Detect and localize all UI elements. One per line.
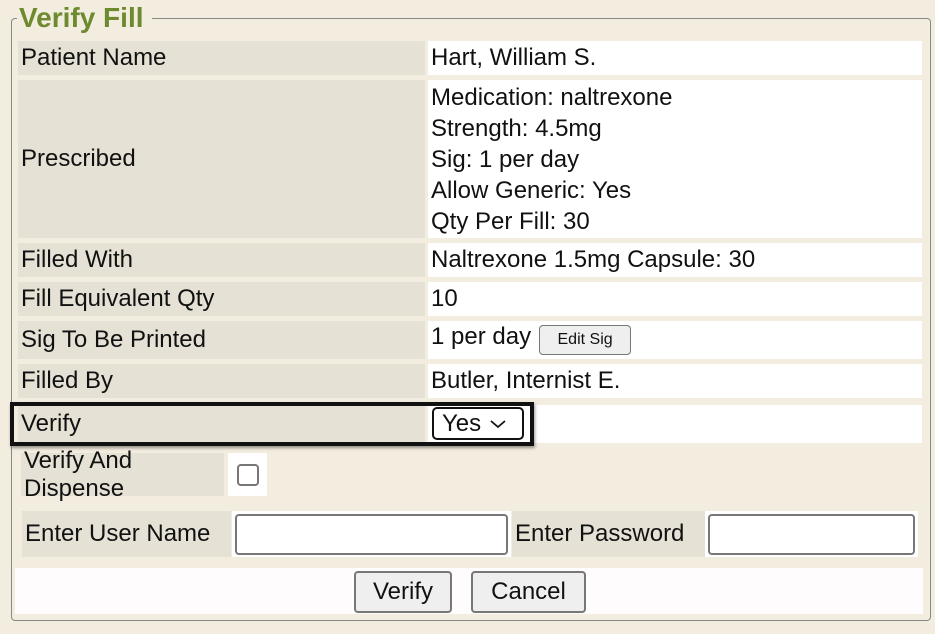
sig-to-be-printed-label: Sig To Be Printed (18, 321, 425, 359)
verify-and-dispense-label: Verify And Dispense (21, 447, 224, 502)
prescribed-strength: Strength: 4.5mg (431, 114, 602, 142)
fieldset-title: Verify Fill (17, 1, 152, 35)
edit-sig-button[interactable]: Edit Sig (539, 325, 632, 355)
focus-highlight (10, 402, 534, 446)
checkbox-cell (228, 453, 267, 496)
prescribed-label: Prescribed (18, 80, 425, 238)
verify-select-value: Yes (442, 409, 482, 437)
prescribed-sig: Sig: 1 per day (431, 145, 580, 173)
patient-name-label: Patient Name (18, 41, 425, 75)
prescribed-allow-generic: Allow Generic: Yes (431, 176, 632, 204)
username-label: Enter User Name (22, 511, 231, 557)
sig-to-be-printed-cell: 1 per day Edit Sig (428, 321, 922, 359)
sig-to-be-printed-value: 1 per day (431, 323, 532, 350)
verify-and-dispense-checkbox[interactable] (236, 463, 259, 486)
verify-select[interactable]: Yes (432, 407, 524, 440)
filled-by-value: Butler, Internist E. (428, 364, 922, 398)
fill-equivalent-qty-value: 10 (428, 282, 922, 316)
verify-button[interactable]: Verify (354, 571, 452, 613)
patient-name-value: Hart, William S. (428, 41, 922, 75)
prescribed-qty: Qty Per Fill: 30 (431, 207, 590, 235)
password-input[interactable] (708, 514, 915, 555)
button-row (15, 568, 923, 614)
filled-with-value: Naltrexone 1.5mg Capsule: 30 (428, 243, 922, 277)
verify-fill-fieldset (11, 18, 931, 621)
chevron-down-icon (490, 419, 506, 428)
filled-with-label: Filled With (18, 243, 425, 277)
username-input[interactable] (235, 514, 508, 555)
cancel-button[interactable]: Cancel (471, 571, 586, 613)
password-label: Enter Password (512, 511, 705, 557)
prescribed-value: Medication: naltrexone Strength: 4.5mg S… (428, 80, 922, 238)
verify-label: Verify (18, 405, 425, 443)
filled-by-label: Filled By (18, 364, 425, 398)
fill-equivalent-qty-label: Fill Equivalent Qty (18, 282, 425, 316)
prescribed-medication: Medication: naltrexone (431, 83, 673, 111)
